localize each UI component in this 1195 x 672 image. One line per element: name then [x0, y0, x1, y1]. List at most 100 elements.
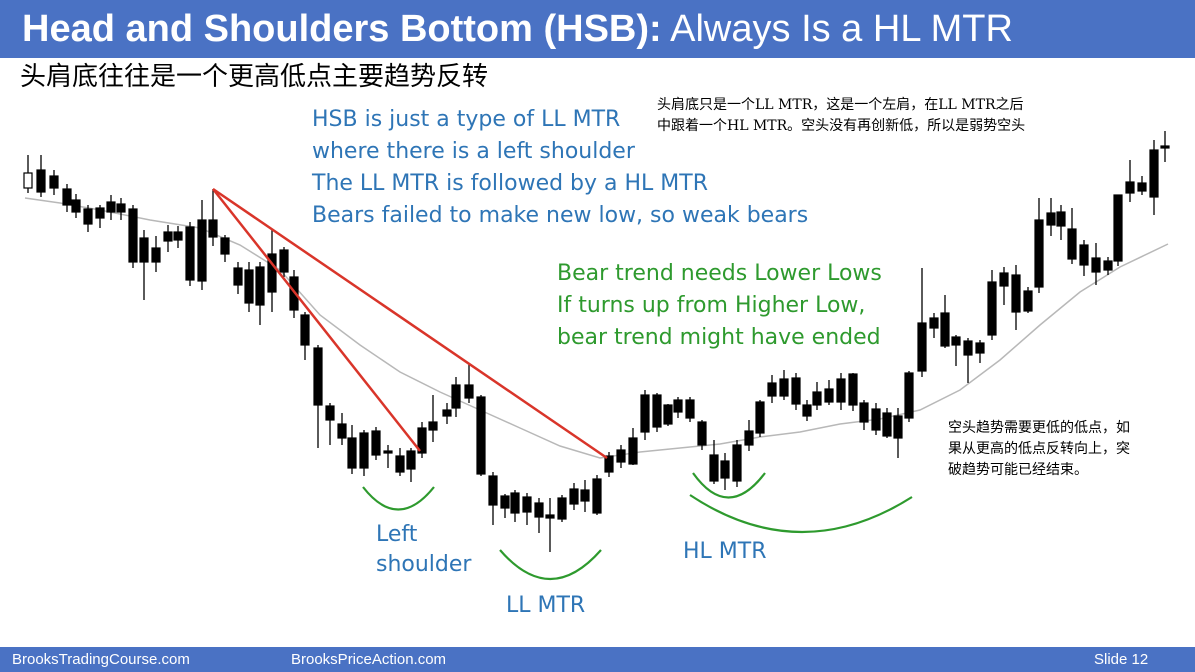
bear-candle [406, 448, 416, 482]
bear-candle [325, 403, 335, 445]
bear-candle [279, 247, 289, 277]
left-shoulder-label: Left shoulder [376, 520, 471, 580]
chinese-note-line: 中跟着一个HL MTR。空头没有再创新低，所以是弱势空头 [657, 118, 1026, 134]
candle-body [975, 342, 985, 354]
bear-candle [464, 363, 474, 403]
bear-candle [488, 472, 498, 525]
candle-body [673, 399, 683, 413]
candle-body [755, 401, 765, 434]
candle-body [999, 272, 1009, 287]
bear-candle [975, 340, 985, 363]
candle-body [1011, 274, 1021, 313]
bear-candle [95, 205, 105, 228]
bear-candle [371, 427, 381, 460]
candle-body [744, 430, 754, 446]
bear-candle [904, 371, 914, 422]
bear-candle [395, 448, 405, 476]
candle-body [442, 409, 452, 417]
bear-candle [1149, 140, 1159, 215]
bear-candle [1067, 208, 1077, 264]
bear-candle [1056, 205, 1066, 240]
bear-candle [802, 400, 812, 421]
bear-candle [510, 490, 520, 522]
candle-body [233, 267, 243, 286]
candle-body [417, 427, 427, 454]
candle-body [383, 450, 393, 454]
candle-body [534, 502, 544, 518]
bear-candle [442, 403, 452, 424]
bear-candle [233, 262, 243, 294]
footer-mid-link[interactable]: BrooksPriceAction.com [291, 651, 447, 668]
bear-candle [428, 395, 438, 442]
candle-body [569, 488, 579, 505]
annotation-blue-line: The LL MTR is followed by a HL MTR [312, 171, 709, 196]
bear-candle [951, 335, 961, 366]
bear-candle [987, 270, 997, 340]
candle-body [23, 172, 33, 189]
candle-body [893, 415, 903, 439]
candle-body [71, 199, 81, 213]
candle-body [616, 449, 626, 463]
bear-candle [592, 475, 602, 515]
candle-body [1091, 257, 1101, 273]
bear-candle [812, 382, 822, 410]
bear-candle [755, 400, 765, 437]
candle-body [313, 347, 323, 406]
candle-body [545, 514, 555, 519]
bear-candle [779, 370, 789, 400]
candle-body [1113, 194, 1123, 262]
annotation-green-line: bear trend might have ended [557, 325, 881, 350]
candle-body [940, 312, 950, 347]
candle-body [428, 421, 438, 431]
candle-body [580, 489, 590, 502]
bear-candle [139, 230, 149, 300]
left-shoulder-label-line: Left [376, 522, 418, 547]
bear-candle [359, 430, 369, 476]
candle-body [1125, 181, 1135, 194]
ll-mtr-label: LL MTR [506, 593, 586, 618]
annotation-green: Bear trend needs Lower Lows If turns up … [557, 258, 882, 354]
candle-body [652, 394, 662, 428]
candle-body [476, 396, 486, 475]
candle-body [197, 219, 207, 282]
candle-body [1034, 219, 1044, 288]
candle-body [208, 219, 218, 238]
candle-body [1056, 211, 1066, 227]
candle-body [173, 231, 183, 241]
left-shoulder-label-line: shoulder [376, 552, 472, 577]
candle-body [522, 496, 532, 513]
candle-body [36, 169, 46, 193]
annotation-blue-line: Bears failed to make new low, so weak be… [312, 203, 809, 228]
bear-candle [929, 313, 939, 338]
bear-candle [640, 390, 650, 440]
candle-body [557, 497, 567, 520]
bear-candle [709, 440, 719, 484]
annotation-blue: HSB is just a type of LL MTR where there… [312, 104, 808, 232]
candle-body [824, 388, 834, 403]
bear-candle [255, 262, 265, 325]
candle-body [267, 253, 277, 293]
candle-body [859, 402, 869, 423]
bear-candle [36, 155, 46, 197]
bear-candle [522, 493, 532, 525]
candle-body [779, 378, 789, 397]
candle-body [987, 281, 997, 336]
footer-left-link[interactable]: BrooksTradingCourse.com [12, 651, 190, 668]
candle-body [371, 430, 381, 456]
bear-candle [417, 422, 427, 458]
bear-candle [871, 403, 881, 435]
candle-body [904, 372, 914, 419]
bear-candle [732, 440, 742, 487]
candle-body [604, 455, 614, 473]
chinese-note-line: 头肩底只是一个LL MTR，这是一个左肩，在LL MTR之后 [657, 97, 1024, 113]
candle-body [812, 391, 822, 406]
candle-body [347, 437, 357, 469]
bear-candle [62, 184, 72, 212]
bear-candle [83, 205, 93, 232]
title-bold: Head and Shoulders Bottom (HSB): [22, 8, 662, 50]
candle-body [49, 175, 59, 189]
candle-body [871, 408, 881, 431]
bear-candle [917, 268, 927, 377]
bear-candle [882, 408, 892, 438]
candle-body [220, 237, 230, 255]
